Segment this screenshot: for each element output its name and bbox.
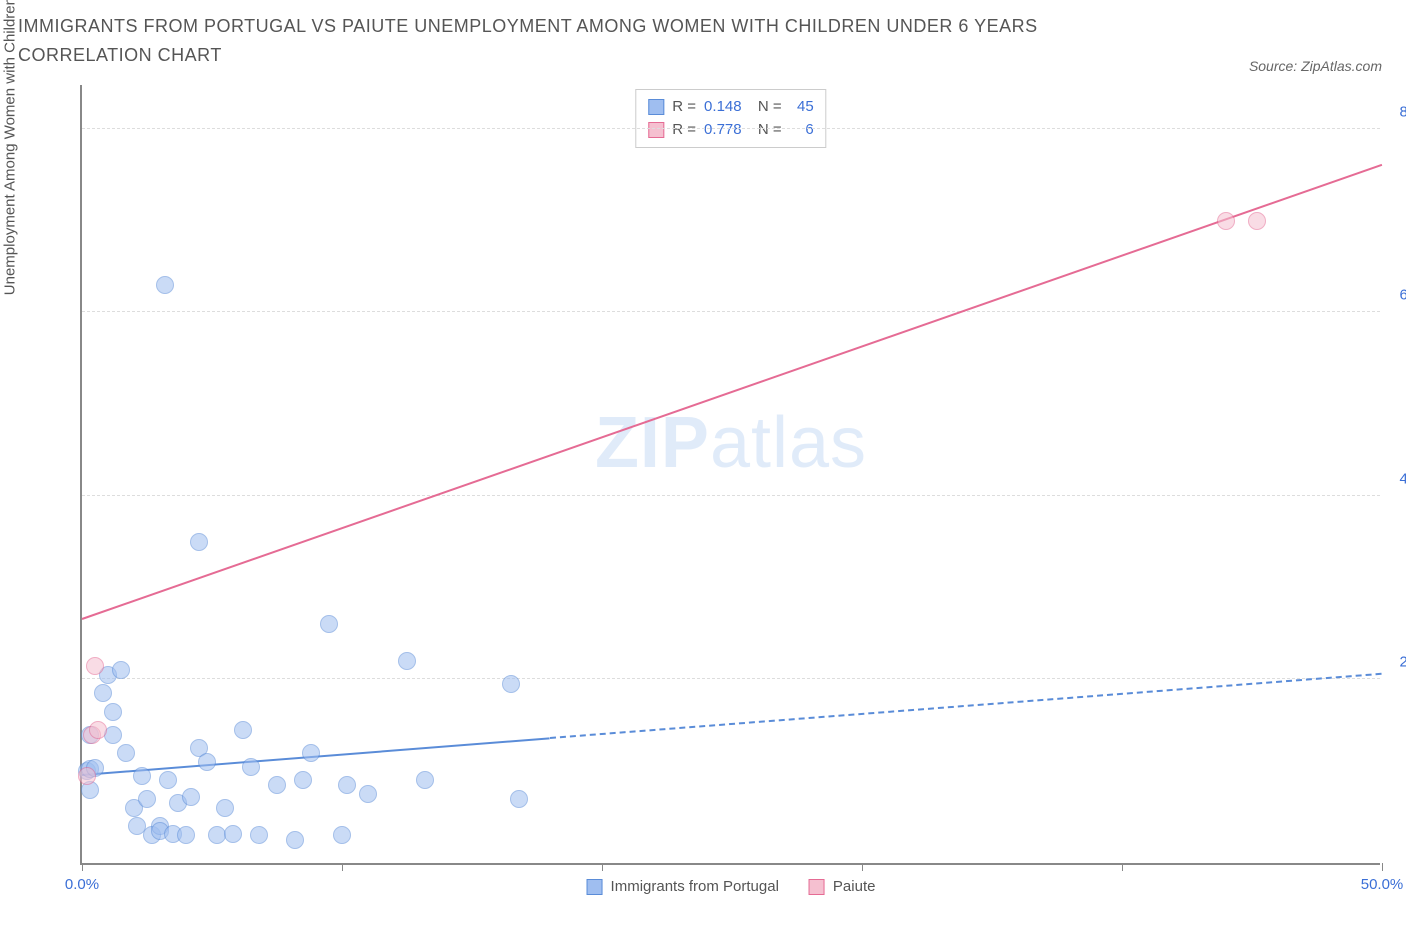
legend-stat-row: R = 0.778 N = 6 [648, 119, 813, 142]
chart-container: Unemployment Among Women with Children U… [20, 85, 1386, 885]
legend-swatch [809, 879, 825, 895]
chart-title: IMMIGRANTS FROM PORTUGAL VS PAIUTE UNEMP… [18, 12, 1118, 70]
plot-area: ZIPatlas R = 0.148 N = 45R = 0.778 N = 6… [80, 85, 1380, 865]
y-tick-label: 80.0% [1399, 103, 1406, 120]
data-point [112, 661, 130, 679]
y-tick-label: 60.0% [1399, 287, 1406, 304]
legend-item: Immigrants from Portugal [587, 878, 779, 895]
legend-n-label: N = [750, 96, 782, 119]
data-point [242, 758, 260, 776]
gridline [82, 311, 1380, 312]
data-point [133, 767, 151, 785]
legend-n-value: 45 [790, 96, 814, 119]
x-tick [862, 863, 863, 871]
data-point [156, 276, 174, 294]
data-point [198, 753, 216, 771]
gridline [82, 495, 1380, 496]
legend-item: Paiute [809, 878, 876, 895]
data-point [286, 831, 304, 849]
trend-line [550, 673, 1382, 739]
legend-stat-row: R = 0.148 N = 45 [648, 96, 813, 119]
data-point [338, 776, 356, 794]
legend-swatch [648, 99, 664, 115]
x-tick-label: 50.0% [1361, 876, 1404, 893]
data-point [333, 826, 351, 844]
data-point [216, 799, 234, 817]
source-attribution: Source: ZipAtlas.com [1249, 58, 1382, 74]
trend-line [82, 164, 1383, 620]
data-point [268, 776, 286, 794]
data-point [416, 771, 434, 789]
data-point [502, 675, 520, 693]
gridline [82, 128, 1380, 129]
watermark-atlas: atlas [710, 403, 867, 483]
watermark: ZIPatlas [595, 402, 867, 484]
data-point [1248, 212, 1266, 230]
y-axis-label: Unemployment Among Women with Children U… [2, 0, 19, 295]
data-point [86, 657, 104, 675]
data-point [190, 533, 208, 551]
legend-series: Immigrants from Portugal Paiute [587, 878, 876, 895]
legend-label: Immigrants from Portugal [611, 878, 779, 895]
data-point [224, 825, 242, 843]
legend-r-label: R = [672, 96, 696, 119]
legend-r-value: 0.778 [704, 119, 742, 142]
legend-stats: R = 0.148 N = 45R = 0.778 N = 6 [635, 89, 826, 148]
legend-label: Paiute [833, 878, 876, 895]
data-point [250, 826, 268, 844]
legend-swatch [587, 879, 603, 895]
data-point [359, 785, 377, 803]
data-point [177, 826, 195, 844]
data-point [104, 726, 122, 744]
data-point [89, 721, 107, 739]
y-tick-label: 20.0% [1399, 654, 1406, 671]
data-point [234, 721, 252, 739]
data-point [302, 744, 320, 762]
x-tick [342, 863, 343, 871]
data-point [294, 771, 312, 789]
legend-r-label: R = [672, 119, 696, 142]
y-tick-label: 40.0% [1399, 470, 1406, 487]
legend-n-label: N = [750, 119, 782, 142]
x-tick [1122, 863, 1123, 871]
x-tick [602, 863, 603, 871]
watermark-zip: ZIP [595, 403, 710, 483]
x-tick [82, 863, 83, 871]
data-point [104, 703, 122, 721]
data-point [78, 767, 96, 785]
legend-r-value: 0.148 [704, 96, 742, 119]
x-tick [1382, 863, 1383, 871]
gridline [82, 678, 1380, 679]
data-point [510, 790, 528, 808]
data-point [1217, 212, 1235, 230]
data-point [94, 684, 112, 702]
data-point [138, 790, 156, 808]
data-point [320, 615, 338, 633]
data-point [182, 788, 200, 806]
data-point [159, 771, 177, 789]
legend-swatch [648, 122, 664, 138]
data-point [117, 744, 135, 762]
legend-n-value: 6 [790, 119, 814, 142]
data-point [398, 652, 416, 670]
x-tick-label: 0.0% [65, 876, 99, 893]
